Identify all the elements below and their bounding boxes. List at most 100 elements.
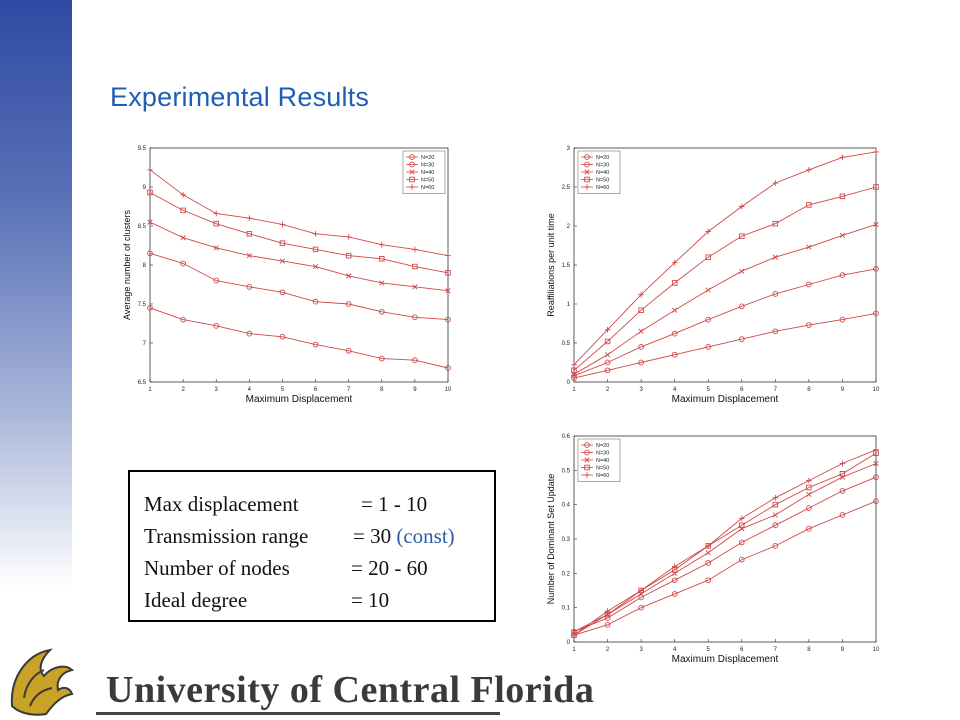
data-point [379,256,385,262]
param-row-number-of-nodes: Number of nodes = 20 - 60 [144,556,428,581]
data-point [346,273,352,279]
data-point [312,246,319,253]
data-point [839,488,846,494]
series-line [573,449,877,636]
series-line [573,500,877,636]
data-point [604,359,611,366]
side-accent-bar [0,0,72,590]
data-point [312,298,319,305]
param-key: Ideal degree [144,588,248,612]
legend-label: N=30 [421,163,434,169]
data-point [671,280,678,286]
legend-label: N=50 [596,466,609,472]
data-point [345,347,352,354]
data-point [180,235,186,241]
x-tick-label: 1 [572,387,576,393]
data-point [806,167,812,173]
data-point [246,231,253,237]
series-line [573,452,877,636]
y-tick-label: 6.5 [138,380,147,386]
data-point [571,632,577,638]
data-point [213,245,219,251]
param-value: = 10 [351,588,390,612]
x-tick-label: 5 [281,387,285,393]
data-point [638,359,644,366]
legend-label: N=30 [596,451,609,457]
series-line [573,223,877,375]
param-value: = 30 (const) [353,524,455,548]
x-tick-label: 3 [215,387,219,393]
data-point [873,221,879,228]
data-point [279,258,286,264]
data-point [738,203,745,210]
x-tick-label: 8 [807,387,811,393]
data-point [604,621,611,628]
plot-frame [573,435,877,643]
data-point [873,149,879,155]
data-point [246,330,253,337]
data-point [412,263,418,270]
data-point [806,244,812,250]
data-point [584,464,590,471]
data-point [772,180,779,186]
x-tick-label: 7 [347,387,351,393]
data-point [806,202,812,208]
legend-label: N=40 [596,170,609,176]
series-n-40 [571,221,879,377]
x-tick-label: 10 [873,647,880,653]
data-point [839,154,846,161]
param-note: (const) [396,524,455,548]
x-tick-label: 6 [740,647,744,653]
y-axis-label: Number of Dominant Set Update [546,474,556,605]
data-point [180,192,186,198]
pegasus-icon [10,648,75,716]
data-point [738,303,745,310]
data-point [739,522,745,529]
university-name: University of Central Florida [106,669,595,711]
data-point [806,505,812,511]
chart-average-clusters: 1 2 3 4 5 6 7 8 9 10 6.5 7 7.5 8 8.5 9 9.5 Maximum Displa… [118,140,458,408]
x-tick-label: 1 [148,387,152,393]
data-point [584,457,590,463]
data-point [409,161,415,168]
y-tick-label: 0.4 [562,503,571,509]
data-point [345,301,352,307]
chart-reaffiliations: 1 2 3 4 5 6 7 8 9 10 0 0.5 1 1.5 2 2.5 3 Maximum Displace… [540,140,890,408]
x-tick-label: 3 [639,647,643,653]
data-point [584,442,590,448]
data-point [772,512,778,518]
y-tick-label: 2.5 [562,185,571,191]
data-point [806,477,812,484]
data-point [638,604,644,611]
data-point [806,525,812,532]
series-n-30 [571,266,879,379]
y-axis-label: Average number of clusters [122,210,132,320]
legend-label: N=20 [596,155,609,161]
y-tick-label: 0.2 [562,571,571,577]
x-tick-label: 6 [314,387,318,393]
data-point [147,167,153,173]
legend: N=20 N=30N=40 N=50N=60 [402,150,446,194]
data-point [772,291,779,297]
legend-label: N=30 [596,163,609,169]
data-point [705,550,711,556]
data-point [571,372,577,379]
data-point [147,189,153,196]
data-point [445,365,451,371]
data-point [738,336,745,342]
data-point [671,591,678,597]
data-point [412,246,418,253]
data-point [246,253,252,259]
data-point [571,367,577,374]
y-tick-label: 3 [567,146,571,152]
x-tick-label: 8 [380,387,384,393]
data-point [147,250,153,257]
data-point [409,169,415,175]
param-row-ideal-degree: Ideal degree = 10 [144,588,389,613]
data-point [604,615,611,621]
x-tick-label: 1 [572,647,576,653]
x-tick-label: 5 [707,387,711,393]
data-point [445,288,451,294]
legend-label: N=60 [596,473,609,479]
data-point [705,577,712,584]
